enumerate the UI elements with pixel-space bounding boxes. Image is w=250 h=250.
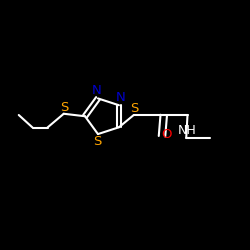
Text: N: N bbox=[115, 91, 125, 104]
Text: S: S bbox=[93, 134, 102, 147]
Text: S: S bbox=[60, 101, 69, 114]
Text: NH: NH bbox=[178, 124, 197, 137]
Text: S: S bbox=[130, 102, 139, 115]
Text: O: O bbox=[161, 128, 172, 141]
Text: N: N bbox=[92, 84, 102, 98]
